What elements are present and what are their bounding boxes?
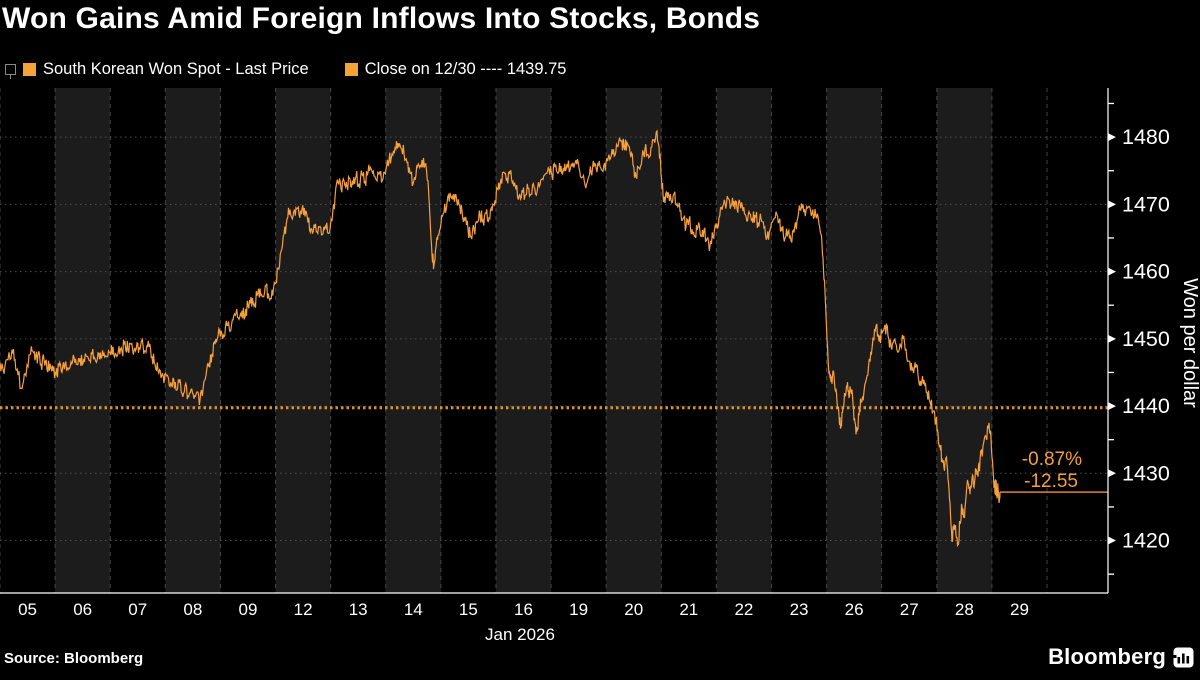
y-tick-label: 1430	[1122, 461, 1170, 485]
day-band	[110, 88, 166, 593]
y-tick-label: 1450	[1122, 327, 1170, 351]
legend-tree-toggle-icon	[5, 64, 16, 79]
day-band	[716, 88, 772, 593]
x-tick-label: 26	[845, 600, 864, 619]
legend-item-close: Close on 12/30 ---- 1439.75	[344, 60, 567, 79]
change-percent-annotation: -0.87%	[1022, 449, 1082, 470]
day-band	[385, 88, 441, 593]
bloomberg-logo-text: Bloomberg	[1048, 644, 1166, 669]
day-band	[330, 88, 386, 593]
y-tick-label: 1460	[1122, 260, 1170, 284]
day-band	[55, 88, 111, 593]
chart-svg: -0.87%-12.551420143014401450146014701480…	[0, 88, 1200, 644]
day-band	[165, 88, 221, 593]
x-tick-label: 16	[514, 600, 533, 619]
y-tick-label: 1440	[1122, 394, 1170, 418]
bloomberg-logo-icon	[1173, 647, 1194, 667]
x-tick-label: 19	[569, 600, 588, 619]
x-tick-label: 20	[624, 600, 643, 619]
day-band	[661, 88, 717, 593]
x-tick-label: 05	[18, 600, 37, 619]
x-tick-label: 15	[459, 600, 478, 619]
legend-swatch-icon	[23, 63, 36, 76]
day-band	[275, 88, 331, 593]
x-tick-label: 06	[73, 600, 92, 619]
x-tick-label: 23	[790, 600, 809, 619]
x-tick-label: 13	[349, 600, 368, 619]
day-band	[440, 88, 496, 593]
y-major-tick	[1108, 200, 1116, 209]
x-tick-label: 12	[294, 600, 313, 619]
legend-label: South Korean Won Spot - Last Price	[43, 60, 309, 78]
day-band	[0, 88, 56, 593]
legend-swatch-icon	[344, 63, 358, 76]
x-tick-label: 22	[734, 600, 753, 619]
day-band	[991, 88, 1047, 593]
y-major-tick	[1108, 536, 1116, 545]
x-tick-label: 28	[955, 600, 974, 619]
day-band	[495, 88, 552, 593]
x-tick-label: 08	[183, 600, 202, 619]
source-credit: Source: Bloomberg	[4, 650, 144, 667]
x-tick-label: 27	[900, 600, 919, 619]
chart-legend: South Korean Won Spot - Last Price Close…	[5, 60, 566, 79]
y-tick-label: 1420	[1122, 529, 1170, 553]
y-tick-label: 1480	[1122, 125, 1170, 149]
x-axis-title: Jan 2026	[485, 625, 555, 644]
x-tick-label: 14	[404, 600, 423, 619]
day-band	[220, 88, 276, 593]
y-major-tick	[1108, 469, 1116, 478]
x-tick-label: 07	[128, 600, 147, 619]
y-major-tick	[1108, 402, 1116, 411]
x-tick-label: 09	[239, 600, 258, 619]
day-band	[771, 88, 827, 593]
legend-item-last-price: South Korean Won Spot - Last Price	[23, 60, 309, 79]
page-title: Won Gains Amid Foreign Inflows Into Stoc…	[2, 2, 761, 35]
y-major-tick	[1108, 267, 1116, 276]
price-line	[0, 129, 1001, 548]
y-major-tick	[1108, 133, 1116, 142]
bloomberg-logo: Bloomberg	[1048, 644, 1194, 670]
legend-label: Close on 12/30 ---- 1439.75	[364, 60, 567, 78]
x-tick-label: 21	[679, 600, 698, 619]
y-axis-title: Won per dollar	[1179, 278, 1200, 408]
y-major-tick	[1108, 334, 1116, 343]
y-tick-label: 1470	[1122, 192, 1170, 216]
day-band	[606, 88, 662, 593]
change-absolute-annotation: -12.55	[1024, 471, 1078, 492]
chart-area: -0.87% -12.55 1420 1430 1440 1450 1460 1470 1480…	[0, 88, 1200, 675]
x-tick-label: 29	[1010, 600, 1029, 619]
